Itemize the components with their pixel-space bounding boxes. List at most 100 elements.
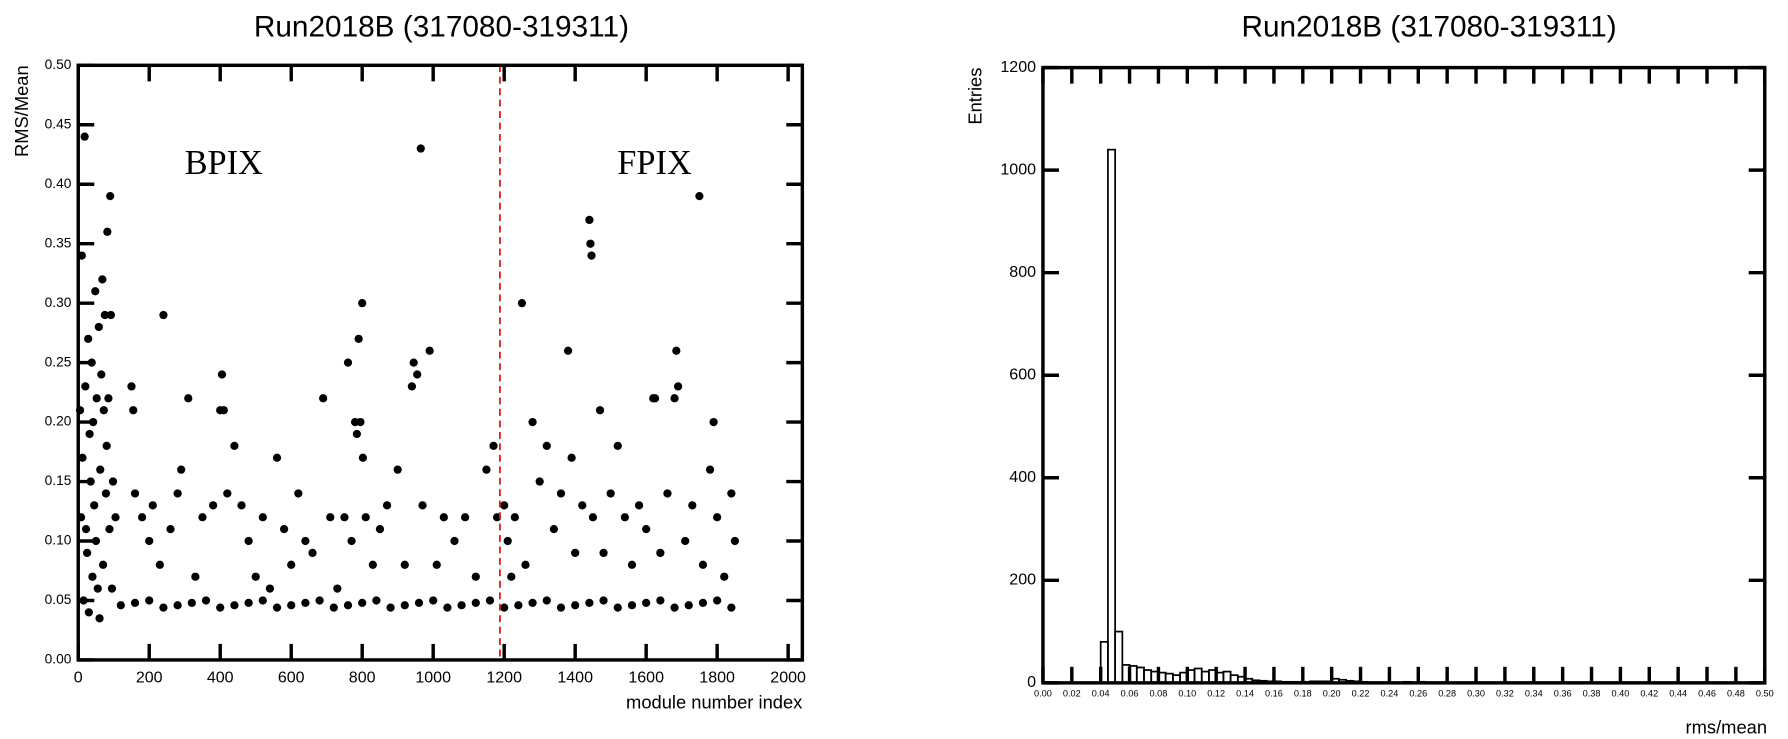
y-tick-label: 1000 — [1000, 160, 1036, 178]
x-tick-label: 0.26 — [1409, 689, 1427, 699]
point — [588, 513, 598, 522]
point — [507, 572, 516, 581]
point — [556, 489, 566, 498]
y-axis-label: Entries — [964, 68, 985, 125]
point — [92, 394, 101, 403]
point — [244, 536, 253, 546]
point — [184, 394, 193, 403]
y-tick-label: 0.00 — [45, 652, 72, 667]
point — [386, 603, 395, 612]
point — [627, 560, 637, 569]
point — [258, 513, 267, 522]
chart-title: Run2018B (317080-319311) — [1241, 11, 1616, 44]
point — [116, 601, 125, 610]
point — [503, 536, 512, 546]
point — [432, 560, 441, 569]
point — [727, 489, 736, 498]
x-tick-label: 0.46 — [1698, 689, 1716, 699]
point — [393, 465, 402, 474]
x-tick-label: 0.48 — [1727, 689, 1745, 699]
point — [98, 275, 107, 284]
point — [91, 536, 101, 546]
x-tick-label: 0 — [74, 669, 83, 687]
point — [106, 310, 116, 320]
point — [173, 489, 182, 498]
point — [400, 601, 409, 610]
point — [585, 598, 594, 607]
point — [514, 601, 523, 610]
point — [698, 598, 708, 607]
point — [542, 596, 551, 605]
point — [315, 596, 324, 605]
x-tick-label: 0.16 — [1265, 689, 1283, 699]
point — [97, 370, 106, 379]
point — [100, 310, 109, 320]
point — [343, 601, 353, 610]
x-tick-label: 0.12 — [1207, 689, 1225, 699]
point — [563, 346, 573, 355]
x-tick-label: 0.34 — [1525, 689, 1543, 699]
point — [333, 584, 342, 593]
point — [82, 548, 92, 558]
point — [102, 441, 111, 450]
point — [489, 441, 498, 450]
x-tick-label: 1800 — [699, 669, 735, 687]
y-tick-label: 0.45 — [45, 116, 72, 131]
point — [485, 596, 495, 605]
point — [471, 598, 480, 607]
point — [230, 601, 239, 610]
x-tick-label: 0.42 — [1640, 689, 1658, 699]
point — [429, 596, 438, 605]
point — [127, 382, 136, 391]
point — [145, 536, 154, 546]
point — [308, 548, 317, 558]
point — [407, 382, 417, 391]
point — [673, 382, 683, 391]
point — [663, 489, 672, 498]
point — [219, 406, 228, 415]
point — [720, 572, 729, 581]
point — [705, 465, 715, 474]
point — [500, 603, 509, 612]
point — [129, 406, 138, 415]
point — [375, 524, 385, 534]
point — [418, 501, 427, 510]
point — [329, 603, 338, 612]
point — [347, 536, 356, 546]
point — [201, 596, 211, 605]
point — [542, 441, 551, 450]
point — [517, 299, 527, 308]
point — [549, 524, 558, 534]
point — [108, 477, 118, 486]
point — [599, 548, 608, 558]
point — [244, 598, 253, 607]
point — [279, 524, 289, 534]
x-tick-label: 0.20 — [1323, 689, 1341, 699]
y-axis-label: RMS/Mean — [11, 65, 32, 157]
point — [90, 501, 99, 510]
point — [198, 513, 207, 522]
point — [84, 608, 94, 617]
point — [528, 598, 537, 607]
point — [409, 358, 418, 367]
annotation: FPIX — [617, 144, 692, 182]
bar — [1193, 667, 1203, 684]
point — [111, 513, 120, 522]
point — [443, 603, 452, 612]
point — [368, 560, 377, 569]
x-tick-label: 0.44 — [1669, 689, 1687, 699]
point — [187, 598, 196, 607]
point — [107, 584, 117, 593]
y-tick-label: 0.15 — [45, 473, 72, 488]
point — [361, 513, 370, 522]
point — [106, 192, 115, 201]
point — [681, 536, 690, 546]
point — [251, 572, 260, 581]
point — [98, 560, 108, 569]
x-tick-label: 0.18 — [1294, 689, 1312, 699]
y-tick-label: 0.40 — [45, 176, 72, 191]
x-tick-label: 0.36 — [1554, 689, 1572, 699]
point — [130, 489, 140, 498]
point — [528, 417, 537, 427]
